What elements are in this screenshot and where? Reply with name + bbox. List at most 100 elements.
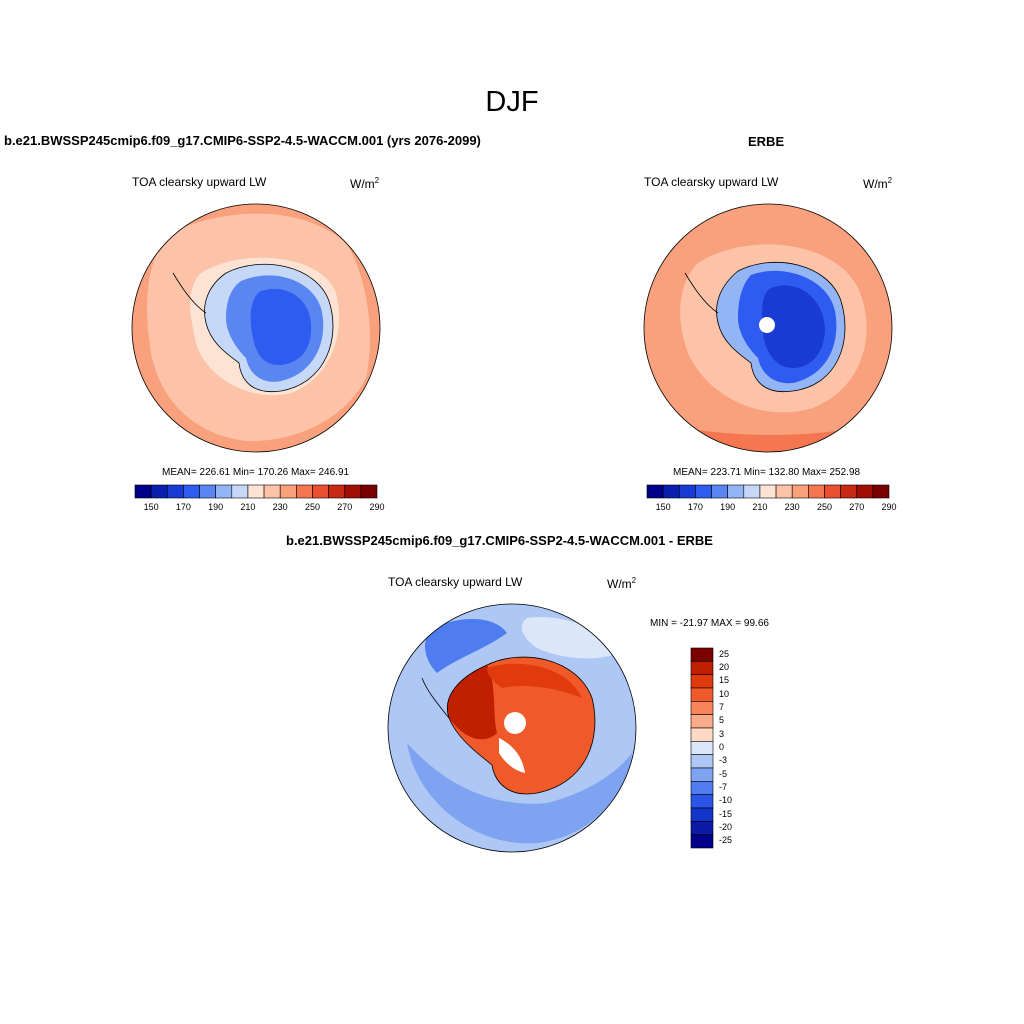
colorbar-tick-label: 230 [784, 502, 800, 512]
colorbar-tick-label: 3 [719, 728, 725, 739]
model-units-label: W/m2 [350, 176, 380, 191]
colorbar-swatch [690, 794, 714, 809]
colorbar-swatch [824, 484, 841, 499]
colorbar-tick-label: 290 [369, 502, 385, 512]
colorbar-swatch [247, 484, 265, 499]
colorbar-tick-label: 20 [719, 662, 730, 672]
colorbar-swatch [690, 687, 714, 702]
colorbar-swatch [344, 484, 362, 499]
map-outline [131, 203, 381, 453]
colorbar-tick-label: -25 [719, 835, 733, 846]
colorbar-swatch [690, 741, 714, 755]
colorbar-swatch [743, 484, 761, 499]
colorbar-tick-label: 25 [719, 648, 730, 659]
colorbar-tick-label: 250 [304, 502, 320, 512]
colorbar-tick-label: -15 [719, 808, 733, 819]
colorbar-swatch [791, 484, 809, 499]
colorbar-swatch [695, 484, 712, 499]
colorbar-tick-label: 290 [881, 502, 897, 512]
colorbar-tick-label: -20 [719, 822, 733, 832]
colorbar-swatch [183, 484, 200, 499]
pole-hole [504, 712, 526, 734]
colorbar-tick-label: -5 [719, 768, 728, 779]
antarctica-diff-band [487, 663, 582, 698]
colorbar-swatch [690, 661, 714, 675]
colorbar-swatch [134, 484, 152, 499]
diff-units-label: W/m2 [607, 576, 637, 591]
colorbar-swatch [856, 484, 874, 499]
model-stats: MEAN= 226.61 Min= 170.26 Max= 246.91 [162, 467, 350, 478]
colorbar-swatch [215, 484, 233, 499]
obs-colorbar [646, 484, 890, 499]
colorbar-tick-label: 5 [719, 715, 725, 726]
colorbar-swatch [312, 484, 329, 499]
colorbar-swatch [808, 484, 825, 499]
map-missing-data [499, 738, 525, 773]
colorbar-swatch [296, 484, 313, 499]
colorbar-tick-label: 10 [719, 688, 730, 699]
diff-colorbar [690, 647, 714, 849]
obs-variable-label: TOA clearsky upward LW [644, 175, 779, 189]
colorbar-swatch [840, 484, 858, 499]
colorbar-swatch [690, 754, 714, 769]
colorbar-swatch [690, 674, 714, 689]
colorbar-tick-label: 270 [849, 502, 865, 512]
colorbar-tick-label: 0 [719, 742, 725, 752]
diff-stats: MIN = -21.97 MAX = 99.66 [650, 618, 769, 629]
colorbar-swatch [690, 834, 714, 849]
colorbar-tick-label: 150 [143, 502, 159, 512]
obs-polar-map [643, 203, 893, 453]
colorbar-swatch [678, 484, 696, 499]
peninsula-coastline [172, 272, 207, 314]
diff-variable-label: TOA clearsky upward LW [388, 575, 523, 589]
antarctica-coastline [204, 263, 334, 393]
colorbar-swatch [150, 484, 168, 499]
colorbar-tick-label: 230 [272, 502, 288, 512]
colorbar-swatch [690, 821, 714, 835]
colorbar-swatch [872, 484, 890, 499]
antarctica-coastline [716, 261, 846, 393]
map-outline [387, 603, 637, 853]
colorbar-swatch [690, 807, 714, 822]
pole-hole [759, 317, 775, 333]
page-title: DJF [485, 86, 539, 118]
obs-units-label: W/m2 [863, 176, 893, 191]
model-polar-map [131, 203, 381, 453]
map-contour-band [521, 617, 617, 659]
colorbar-swatch [727, 484, 745, 499]
map-contour-band [407, 743, 632, 844]
antarctica-diff-high [447, 665, 497, 740]
map-contour-band [425, 618, 507, 673]
model-case-title: b.e21.BWSSP245cmip6.f09_g17.CMIP6-SSP2-4… [4, 133, 481, 148]
colorbar-tick-label: 170 [687, 502, 703, 512]
colorbar-tick-label: -3 [719, 755, 728, 766]
colorbar-tick-label: 190 [720, 502, 736, 512]
colorbar-swatch [690, 647, 714, 662]
colorbar-swatch [328, 484, 346, 499]
model-colorbar [134, 484, 378, 499]
colorbar-swatch [690, 727, 714, 742]
colorbar-tick-label: 270 [337, 502, 353, 512]
colorbar-swatch [279, 484, 297, 499]
diff-polar-map [387, 603, 637, 853]
colorbar-tick-label: 150 [655, 502, 671, 512]
map-outline [643, 203, 893, 453]
colorbar-swatch [759, 484, 777, 499]
colorbar-swatch [690, 781, 714, 795]
colorbar-tick-label: 190 [208, 502, 224, 512]
colorbar-tick-label: 210 [752, 502, 768, 512]
obs-case-title: ERBE [748, 134, 785, 149]
colorbar-swatch [690, 701, 714, 715]
colorbar-swatch [646, 484, 664, 499]
colorbar-swatch [231, 484, 249, 499]
colorbar-swatch [690, 767, 714, 782]
colorbar-tick-label: 15 [719, 675, 730, 686]
colorbar-swatch [662, 484, 680, 499]
colorbar-tick-label: 210 [240, 502, 256, 512]
colorbar-tick-label: -10 [719, 795, 733, 806]
colorbar-tick-label: 250 [816, 502, 832, 512]
colorbar-swatch [166, 484, 184, 499]
antarctica-core [250, 288, 312, 366]
peninsula-coastline [684, 272, 719, 314]
colorbar-swatch [360, 484, 378, 499]
